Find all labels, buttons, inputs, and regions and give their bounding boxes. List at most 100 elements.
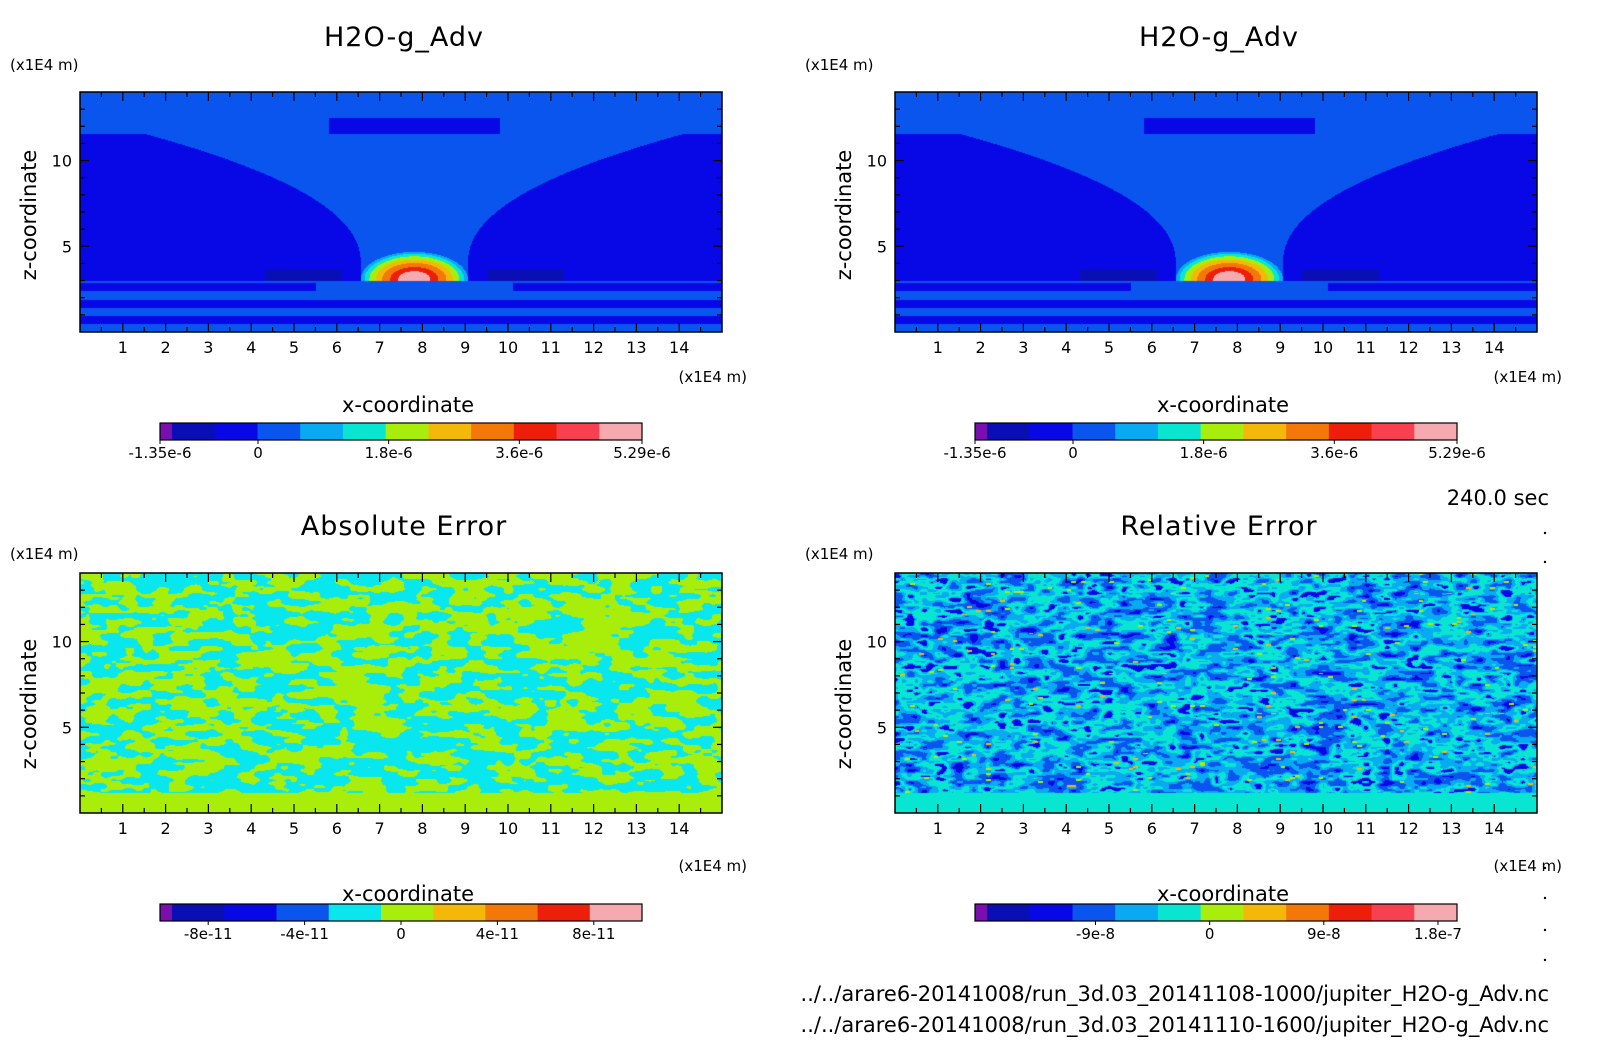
x-tick-label: 10 <box>498 338 518 357</box>
x-tick-label: 8 <box>417 819 427 838</box>
x-tick-label: 2 <box>161 338 171 357</box>
x-tick-label: 3 <box>1018 338 1028 357</box>
x-tick-label: 10 <box>1313 819 1333 838</box>
colorbar-swatch <box>1200 904 1244 921</box>
x-tick-label: 14 <box>1484 338 1504 357</box>
colorbar-swatch <box>257 423 301 440</box>
x-tick-label: 2 <box>976 819 986 838</box>
colorbar-tick-label: 8e-11 <box>572 925 615 943</box>
x-tick-label: 1 <box>933 338 943 357</box>
colorbar-swatch <box>433 904 486 921</box>
colorbar-swatch <box>1286 904 1330 921</box>
colorbar-frame <box>159 422 643 441</box>
x-tick-label: 7 <box>1190 338 1200 357</box>
x-tick-label: 4 <box>1061 819 1071 838</box>
colorbar-swatch <box>172 423 216 440</box>
colorbar-swatch <box>471 423 515 440</box>
x-tick-label: 11 <box>1356 819 1376 838</box>
colorbar-swatch <box>160 423 173 440</box>
field-3 <box>895 573 1537 813</box>
panel-2-z-unit: (x1E4 m) <box>805 56 874 74</box>
colorbar-swatch <box>1328 904 1373 921</box>
x-tick-label: 5 <box>1104 819 1114 838</box>
colorbar-swatch <box>1029 904 1073 921</box>
panel-1-x-unit: (x1E4 m) <box>678 368 747 386</box>
x-tick-label: 6 <box>1147 338 1157 357</box>
x-tick-label: 9 <box>1275 338 1285 357</box>
colorbar-tick-label: 0 <box>1205 925 1215 943</box>
margin-dots <box>1543 531 1547 962</box>
colorbar-swatch <box>1414 904 1458 921</box>
x-tick-label: 3 <box>203 819 213 838</box>
colorbar-swatch <box>1243 423 1287 440</box>
x-tick-label: 13 <box>1441 819 1461 838</box>
panel-2-x-unit: (x1E4 m) <box>1493 368 1562 386</box>
panel-3-z-unit: (x1E4 m) <box>10 545 79 563</box>
x-tick-label: 1 <box>118 819 128 838</box>
colorbar-swatch <box>1029 423 1073 440</box>
colorbar-tick-label: -8e-11 <box>184 925 233 943</box>
colorbar-swatch <box>300 423 344 440</box>
x-tick-label: 11 <box>1356 338 1376 357</box>
colorbar-swatch <box>1115 904 1159 921</box>
colorbar-swatch <box>1157 423 1202 440</box>
x-tick-label: 7 <box>375 338 385 357</box>
z-tick-label: 10 <box>52 633 72 652</box>
panel-1-z-unit: (x1E4 m) <box>10 56 79 74</box>
colorbar-swatch <box>485 904 539 921</box>
colorbar-tick-label: 1.8e-7 <box>1414 925 1462 943</box>
colorbar-swatch <box>1371 423 1415 440</box>
panel-4-xlabel: x-coordinate <box>1157 882 1289 906</box>
field-2 <box>80 573 722 813</box>
file-path-2: ../../arare6-20141008/run_3d.03_20141110… <box>801 1013 1549 1038</box>
panel-3-xlabel: x-coordinate <box>342 882 474 906</box>
colorbar-swatch <box>1286 423 1330 440</box>
colorbar-tick-label: 4e-11 <box>476 925 519 943</box>
colorbar-swatch <box>513 423 558 440</box>
z-tick-label: 5 <box>62 718 72 737</box>
x-tick-label: 4 <box>1061 338 1071 357</box>
panel-1-ylabel: z-coordinate <box>17 150 41 281</box>
x-tick-label: 2 <box>161 819 171 838</box>
z-tick-label: 10 <box>52 152 72 171</box>
file-path-1: ../../arare6-20141008/run_3d.03_20141108… <box>801 982 1549 1007</box>
x-tick-label: 8 <box>1232 819 1242 838</box>
x-tick-label: 9 <box>460 819 470 838</box>
z-tick-label: 5 <box>877 237 887 256</box>
x-tick-label: 3 <box>203 338 213 357</box>
colorbar-swatch <box>987 423 1031 440</box>
colorbar-swatch <box>975 904 988 921</box>
x-tick-label: 1 <box>118 338 128 357</box>
x-tick-label: 13 <box>626 338 646 357</box>
z-tick-label: 5 <box>877 718 887 737</box>
time-label: 240.0 sec <box>1447 486 1549 510</box>
colorbar-swatch <box>1414 423 1458 440</box>
panel-4-ylabel: z-coordinate <box>832 639 856 770</box>
x-tick-label: 1 <box>933 819 943 838</box>
x-tick-label: 5 <box>289 338 299 357</box>
colorbar-swatch <box>1072 423 1116 440</box>
colorbar-swatch <box>172 904 225 921</box>
colorbar-swatch <box>428 423 472 440</box>
colorbar-swatch <box>599 423 643 440</box>
x-tick-label: 10 <box>1313 338 1333 357</box>
colorbar-tick-label: 3.6e-6 <box>495 444 543 462</box>
colorbar-tick-label: 1.8e-6 <box>1180 444 1228 462</box>
colorbar-swatch <box>1328 423 1373 440</box>
x-tick-label: 13 <box>1441 338 1461 357</box>
colorbar-swatch <box>1072 904 1116 921</box>
colorbar-swatch <box>975 423 988 440</box>
colorbar-swatch <box>987 904 1031 921</box>
colorbar-tick-label: 5.29e-6 <box>1428 444 1486 462</box>
x-tick-label: 4 <box>246 819 256 838</box>
x-tick-label: 12 <box>583 338 603 357</box>
colorbar-tick-label: 5.29e-6 <box>613 444 671 462</box>
panel-4-title: Relative Error <box>1120 511 1317 542</box>
x-tick-label: 3 <box>1018 819 1028 838</box>
field-0 <box>80 92 722 332</box>
x-tick-label: 11 <box>541 338 561 357</box>
colorbar-tick-label: -1.35e-6 <box>944 444 1007 462</box>
z-tick-label: 5 <box>62 237 72 256</box>
